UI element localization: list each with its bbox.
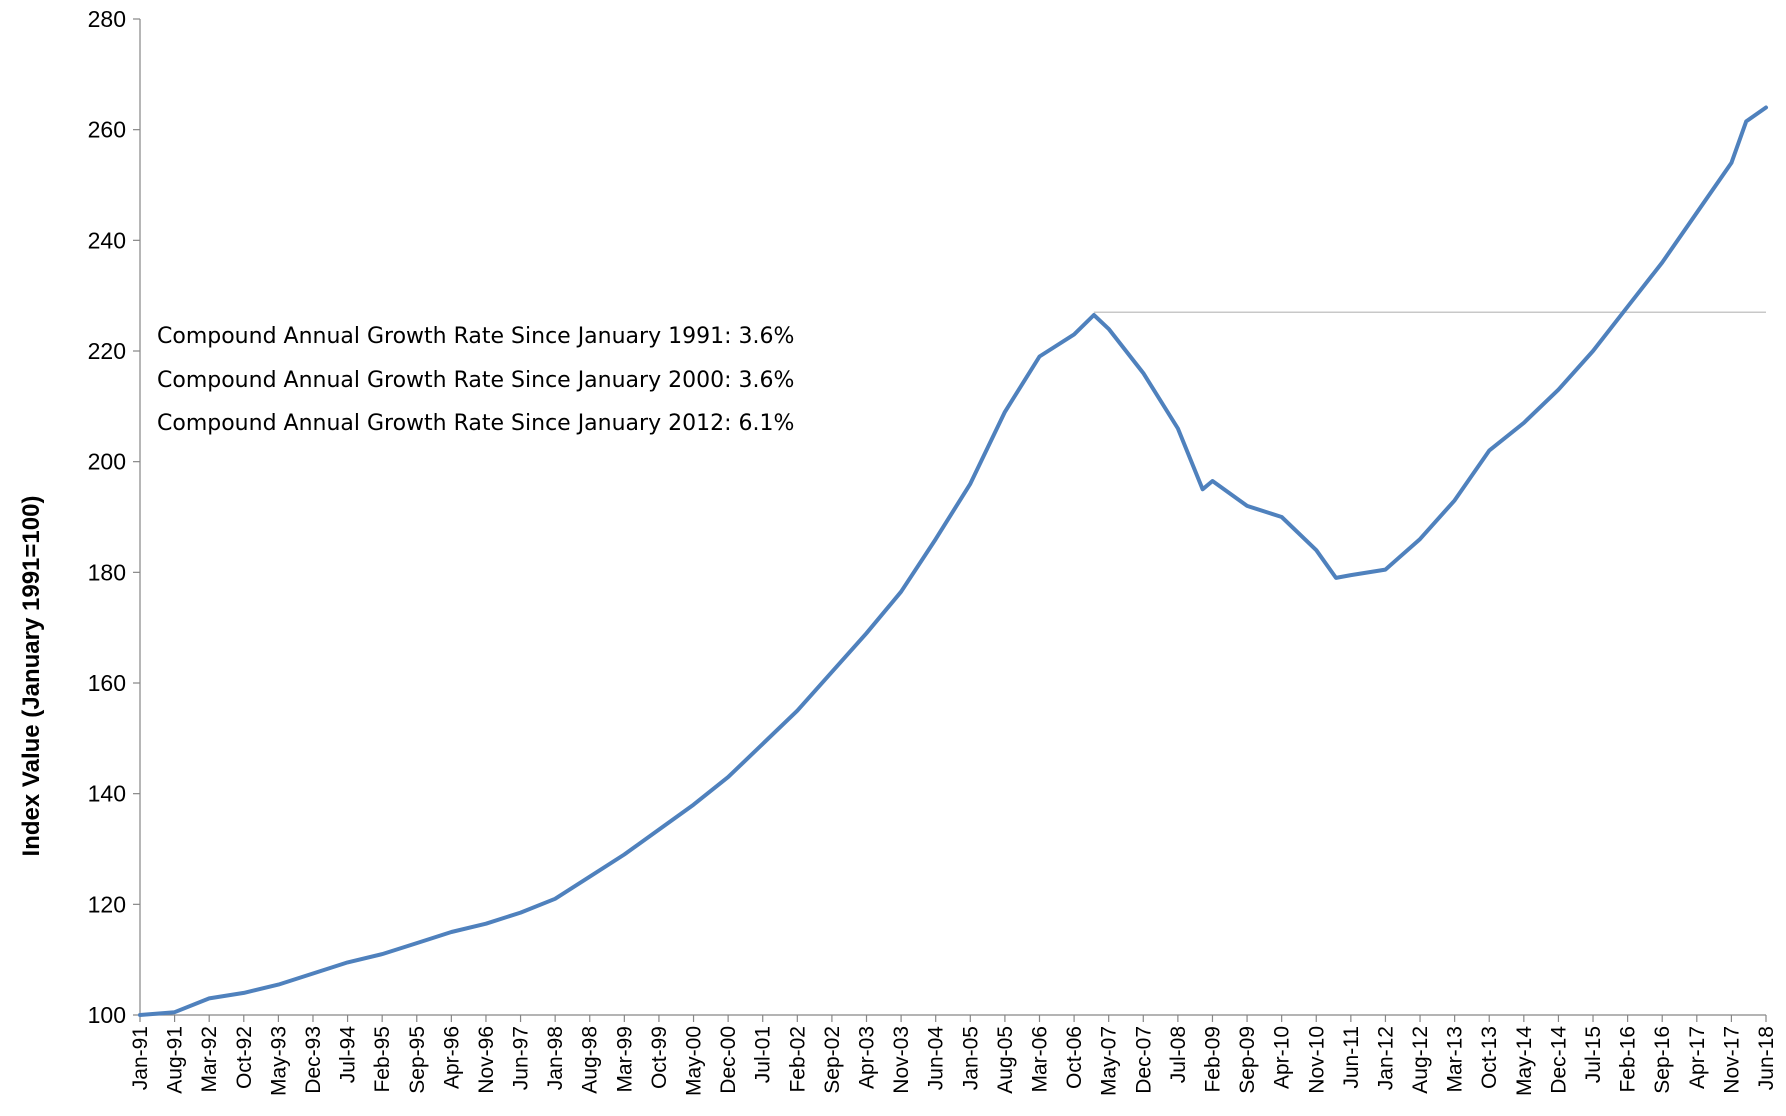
y-tick-label: 280 <box>88 6 126 32</box>
y-tick-label: 100 <box>88 1002 126 1028</box>
x-tick-label: Jan-12 <box>1374 1026 1397 1090</box>
x-tick-label: May-93 <box>267 1026 290 1096</box>
x-tick-label: Aug-12 <box>1409 1026 1432 1094</box>
x-tick-label: Jan-91 <box>129 1026 152 1090</box>
x-tick-label: Dec-00 <box>717 1026 740 1094</box>
y-ticks: 100 120 140 160 180 200 220 240 260 280 <box>88 6 140 1028</box>
x-tick-label: Jul-15 <box>1582 1026 1605 1083</box>
x-tick-label: May-07 <box>1098 1026 1121 1096</box>
y-tick-label: 220 <box>88 338 126 364</box>
x-tick-label: Feb-16 <box>1617 1026 1640 1093</box>
axes <box>139 19 1766 1016</box>
x-tick-label: Oct-92 <box>233 1026 256 1089</box>
x-tick-label: Feb-02 <box>786 1026 809 1093</box>
x-tick-label: Oct-99 <box>648 1026 671 1089</box>
x-tick-label: Jun-04 <box>925 1026 948 1091</box>
x-tick-label: Mar-13 <box>1444 1026 1467 1093</box>
x-tick-label: Oct-06 <box>1063 1026 1086 1089</box>
x-tick-label: Sep-09 <box>1236 1026 1259 1094</box>
x-tick-label: Feb-09 <box>1201 1026 1224 1093</box>
x-tick-label: May-00 <box>683 1026 706 1096</box>
x-tick-label: Nov-10 <box>1305 1026 1328 1094</box>
x-tick-label: Feb-95 <box>371 1026 394 1093</box>
x-tick-label: May-14 <box>1513 1026 1536 1096</box>
annotations: Compound Annual Growth Rate Since Januar… <box>157 324 794 436</box>
x-tick-label: Jan-05 <box>959 1026 982 1090</box>
x-tick-label: Jun-11 <box>1340 1026 1363 1089</box>
x-tick-label: Nov-17 <box>1720 1026 1743 1094</box>
annotation-cagr-2000: Compound Annual Growth Rate Since Januar… <box>157 368 794 393</box>
x-tick-label: Mar-92 <box>198 1026 221 1093</box>
x-tick-label: Apr-17 <box>1686 1026 1709 1089</box>
x-tick-label: Sep-16 <box>1651 1026 1674 1094</box>
y-tick-label: 260 <box>88 117 126 143</box>
x-tick-label: Dec-93 <box>302 1026 325 1094</box>
x-tick-label: Jan-98 <box>544 1026 567 1090</box>
x-tick-label: Sep-95 <box>406 1026 429 1094</box>
x-tick-label: Aug-91 <box>164 1026 187 1094</box>
x-tick-label: Jul-08 <box>1167 1026 1190 1083</box>
x-tick-label: Nov-03 <box>890 1026 913 1094</box>
y-axis-label: Index Value (January 1991=100) <box>18 496 45 857</box>
x-tick-label: Aug-05 <box>994 1026 1017 1094</box>
x-tick-label: Mar-99 <box>613 1026 636 1093</box>
x-tick-label: Jun-18 <box>1755 1026 1778 1090</box>
x-tick-label: Jul-01 <box>752 1026 775 1083</box>
y-tick-label: 160 <box>88 670 126 696</box>
x-tick-label: Mar-06 <box>1028 1026 1051 1093</box>
y-tick-label: 120 <box>88 891 126 917</box>
annotation-cagr-1991: Compound Annual Growth Rate Since Januar… <box>157 324 794 349</box>
x-tick-label: Dec-14 <box>1547 1026 1570 1094</box>
y-tick-label: 180 <box>88 559 126 585</box>
y-tick-label: 200 <box>88 449 126 475</box>
x-tick-label: Apr-03 <box>856 1026 879 1089</box>
x-ticks: Jan-91 Aug-91 Mar-92 Oct-92 May-93 Dec-93 Jul-… <box>129 1015 1778 1096</box>
series-line <box>138 105 1768 1017</box>
x-tick-label: Apr-10 <box>1271 1026 1294 1089</box>
annotation-cagr-2012: Compound Annual Growth Rate Since Januar… <box>157 411 794 436</box>
x-tick-label: Apr-96 <box>440 1026 463 1089</box>
x-tick-label: Dec-07 <box>1132 1026 1155 1094</box>
x-tick-label: Jun-97 <box>510 1026 533 1090</box>
y-tick-label: 140 <box>88 781 126 807</box>
x-tick-label: Aug-98 <box>579 1026 602 1094</box>
x-tick-label: Oct-13 <box>1478 1026 1501 1089</box>
x-tick-label: Jul-94 <box>337 1026 360 1084</box>
x-tick-label: Sep-02 <box>821 1026 844 1094</box>
x-tick-label: Nov-96 <box>475 1026 498 1094</box>
y-tick-label: 240 <box>88 227 126 253</box>
